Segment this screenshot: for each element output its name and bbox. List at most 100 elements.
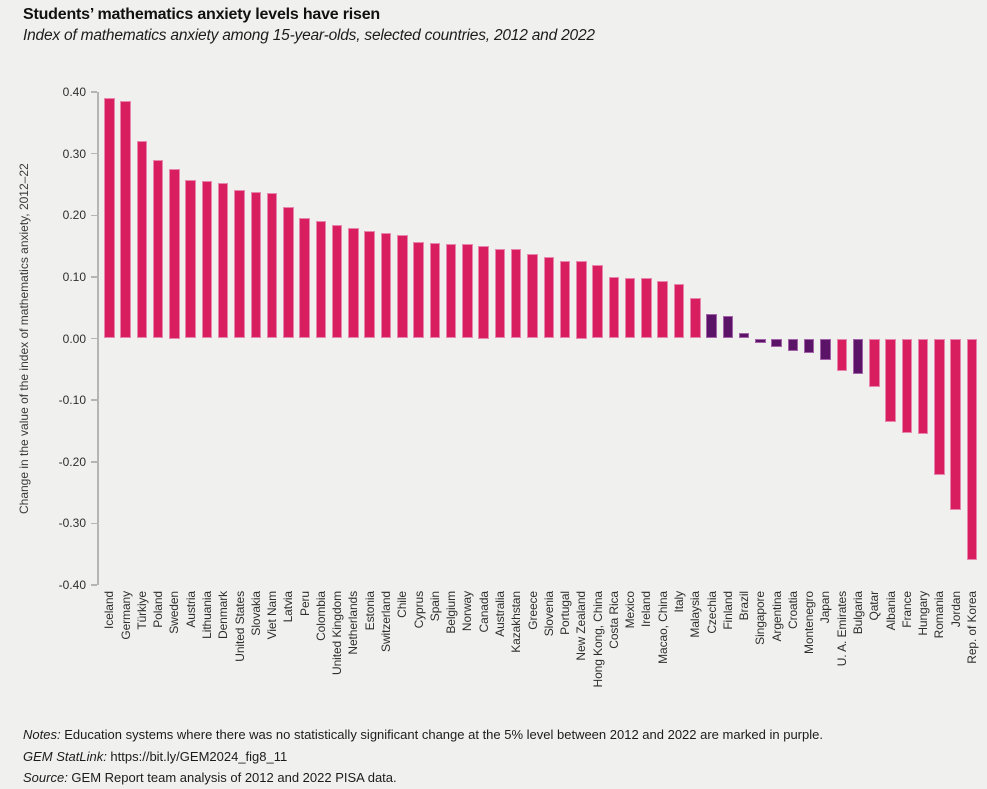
notes-label: Notes: <box>23 727 61 742</box>
x-label-cyprus: Cyprus <box>411 591 426 629</box>
bar-albania <box>885 338 896 422</box>
bar-denmark <box>217 183 229 339</box>
x-label-rep-of-korea: Rep. of Korea <box>964 591 979 664</box>
bar-australia <box>494 248 506 339</box>
x-label-mexico: Mexico <box>623 591 638 629</box>
y-tick-label: 0.10 <box>62 269 86 284</box>
x-label-denmark: Denmark <box>216 591 231 639</box>
bar-peru <box>299 217 310 339</box>
bar-bulgaria <box>852 338 864 375</box>
x-label-u-a-emirates: U. A. Emirates <box>834 591 849 667</box>
x-label-germany: Germany <box>118 591 133 640</box>
source-text: GEM Report team analysis of 2012 and 202… <box>67 770 397 785</box>
bar-chile <box>397 234 408 339</box>
bar-costa-rica <box>608 277 620 339</box>
x-label-bulgaria: Bulgaria <box>851 591 866 635</box>
x-label-qatar: Qatar <box>867 591 882 621</box>
bar-sweden <box>169 169 180 339</box>
y-tick-mark <box>91 152 97 155</box>
bar-germany <box>120 101 131 339</box>
y-tick-mark <box>91 91 97 93</box>
x-label-finland: Finland <box>720 591 735 630</box>
notes-text: Education systems where there was no sta… <box>60 727 823 742</box>
x-label-australia: Australia <box>492 591 507 637</box>
bar-czechia <box>706 314 717 339</box>
x-label-viet-nam: Viet Nam <box>265 591 280 640</box>
x-label-albania: Albania <box>883 591 898 631</box>
x-label-switzerland: Switzerland <box>379 591 393 652</box>
y-axis-label: Change in the value of the index of math… <box>17 163 31 514</box>
x-label-montenegro: Montenegro <box>802 591 817 655</box>
x-label-hong-kong-china: Hong Kong, China <box>590 591 605 688</box>
bar-new-zealand <box>576 261 587 339</box>
x-label-iceland: Iceland <box>102 591 117 629</box>
bar-hong-kong-china <box>592 265 603 339</box>
bar-romania <box>934 338 945 475</box>
x-label-estonia: Estonia <box>362 591 377 631</box>
y-tick-label: 0.00 <box>62 331 86 346</box>
y-tick-mark <box>91 522 97 525</box>
x-label-netherlands: Netherlands <box>346 591 361 655</box>
bar-switzerland <box>380 232 392 339</box>
bar-greece <box>527 254 538 339</box>
x-label-singapore: Singapore <box>753 591 768 645</box>
y-axis-line <box>97 92 99 585</box>
x-label-macao-china: Macao, China <box>655 591 670 664</box>
bar-austria <box>185 180 196 339</box>
x-label-czechia: Czechia <box>704 591 719 634</box>
bar-malaysia <box>690 297 701 339</box>
y-tick-mark <box>91 399 97 401</box>
bar-argentina <box>771 338 782 347</box>
bar-iceland <box>104 98 115 339</box>
x-label-slovakia: Slovakia <box>248 591 263 636</box>
bar-singapore <box>755 338 766 344</box>
bar-hungary <box>917 338 929 435</box>
x-label-sweden: Sweden <box>167 591 182 634</box>
bar-netherlands <box>348 228 359 339</box>
bar-viet-nam <box>266 193 278 339</box>
bar-croatia <box>787 338 799 351</box>
y-tick-label: 0.30 <box>62 146 86 161</box>
bar-montenegro <box>803 338 815 353</box>
bar-lithuania <box>201 181 213 339</box>
bar-slovenia <box>543 256 555 339</box>
y-tick-label: 0.20 <box>62 208 86 223</box>
bar-estonia <box>364 231 375 339</box>
x-label-japan: Japan <box>818 591 833 624</box>
x-label-norway: Norway <box>460 591 475 632</box>
bar-spain <box>429 242 441 339</box>
statlink-label: GEM StatLink: <box>23 748 107 764</box>
y-tick-label: -0.30 <box>58 516 86 531</box>
x-label-peru: Peru <box>297 591 312 616</box>
x-label-italy: Italy <box>671 591 686 613</box>
x-label-ireland: Ireland <box>639 591 654 627</box>
chart-title: Students’ mathematics anxiety levels hav… <box>23 6 380 23</box>
source-line: Source: GEM Report team analysis of 2012… <box>23 767 823 789</box>
bar-japan <box>820 338 831 361</box>
statlink-line: GEM StatLink: https://bit.ly/GEM2024_fig… <box>23 746 823 768</box>
x-label-kazakhstan: Kazakhstan <box>509 591 524 653</box>
bar-finland <box>722 316 734 339</box>
bar-qatar <box>869 338 880 388</box>
bar-latvia <box>283 207 294 339</box>
bar-france <box>901 338 913 433</box>
bar-t-rkiye <box>136 141 148 339</box>
bar-united-kingdom <box>331 225 343 339</box>
x-label-portugal: Portugal <box>558 591 573 635</box>
y-tick-mark <box>91 276 97 278</box>
x-label-malaysia: Malaysia <box>688 591 703 638</box>
bar-mexico <box>624 278 636 339</box>
bar-colombia <box>315 221 327 339</box>
bar-jordan <box>950 338 961 510</box>
y-tick-label: 0.40 <box>62 85 86 99</box>
x-label-lithuania: Lithuania <box>199 591 214 639</box>
x-label-poland: Poland <box>151 591 166 628</box>
y-tick-label: -0.40 <box>58 578 86 592</box>
x-label-chile: Chile <box>395 591 410 618</box>
x-label-spain: Spain <box>427 591 442 622</box>
bar-macao-china <box>657 281 668 339</box>
x-label-united-kingdom: United Kingdom <box>330 591 345 675</box>
x-label-t-rkiye: Türkiye <box>134 591 149 630</box>
notes-line: Notes: Education systems where there was… <box>23 724 823 746</box>
